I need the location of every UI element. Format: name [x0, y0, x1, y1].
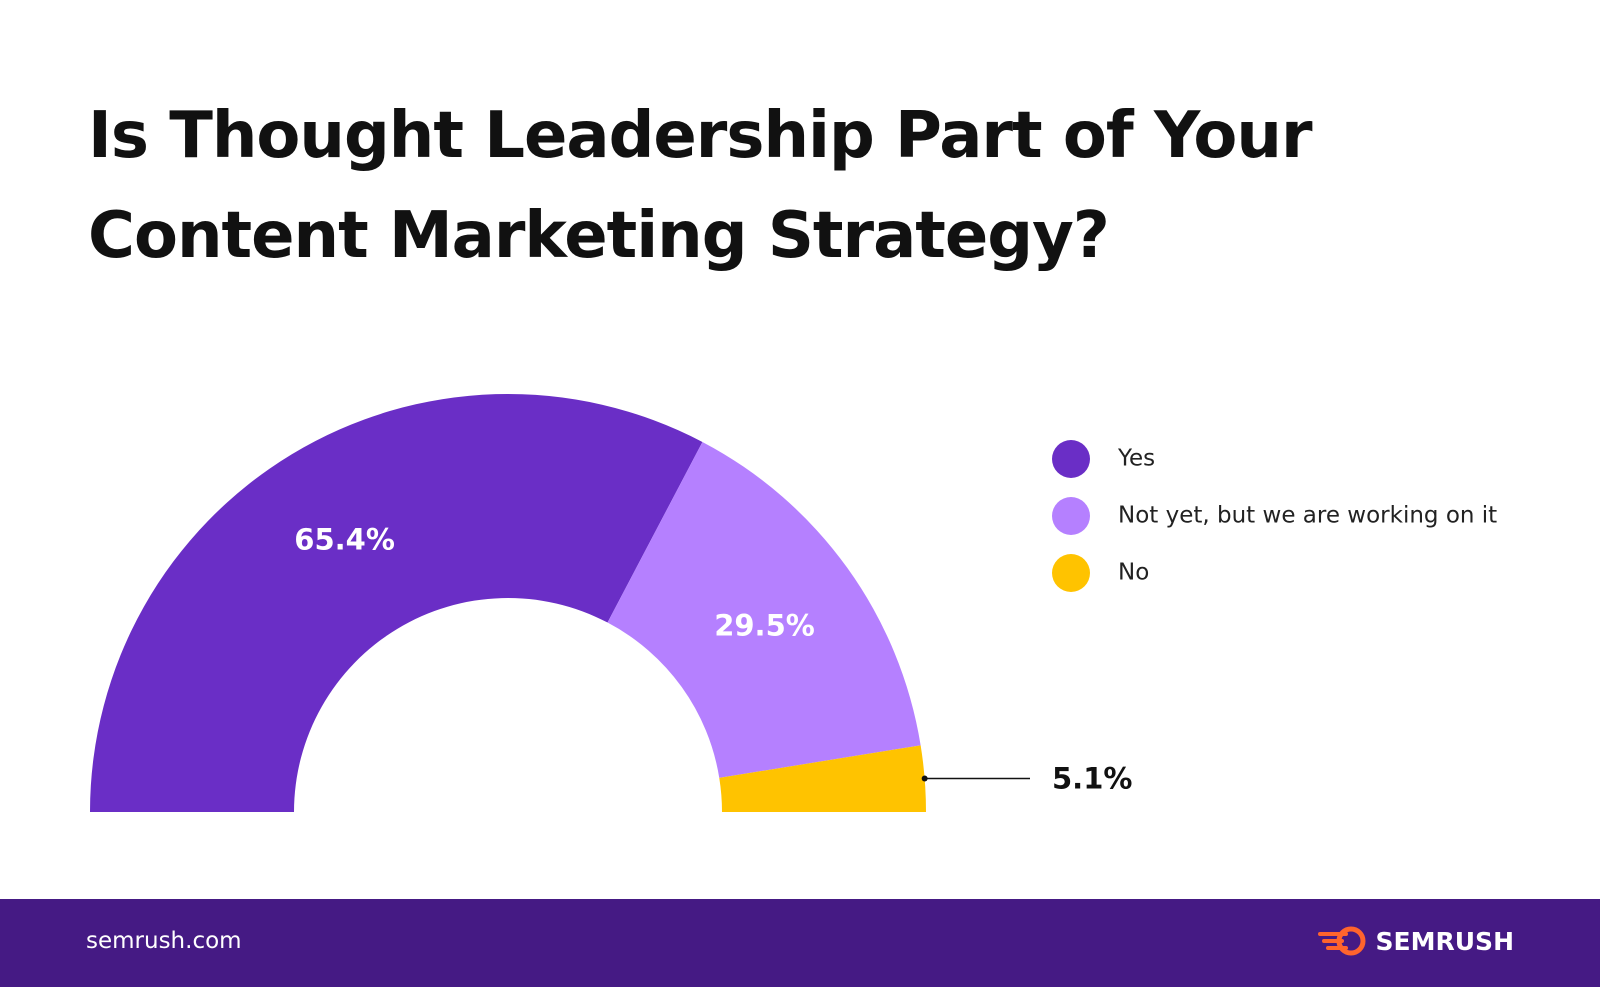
- legend-swatch: [1052, 554, 1090, 592]
- chart-title: Is Thought Leadership Part of Your Conte…: [88, 86, 1312, 286]
- slice: [607, 441, 921, 778]
- legend-label: No: [1118, 560, 1149, 586]
- slice: [90, 393, 703, 812]
- value-label: 5.1%: [1052, 762, 1132, 796]
- source: semrush.com: [86, 928, 242, 954]
- footer: semrush.com SEMRUSH: [0, 899, 1600, 987]
- legend-label: Yes: [1117, 446, 1155, 472]
- slice: [719, 745, 926, 812]
- brand: SEMRUSH: [1317, 926, 1514, 956]
- title-line: Is Thought Leadership Part of Your: [88, 99, 1312, 173]
- title-line: Content Marketing Strategy?: [88, 199, 1110, 273]
- chart: 65.4% Yes 29.5% Not yet, but we are working…: [90, 393, 1497, 812]
- legend-swatch: [1052, 440, 1090, 478]
- legend-label: Not yet, but we are working on it: [1118, 503, 1497, 529]
- brand-name: SEMRUSH: [1375, 926, 1514, 956]
- value-label: 29.5%: [714, 608, 815, 642]
- legend-swatch: [1052, 497, 1090, 535]
- value-label: 65.4%: [294, 523, 395, 557]
- brand-logo: [1317, 926, 1366, 956]
